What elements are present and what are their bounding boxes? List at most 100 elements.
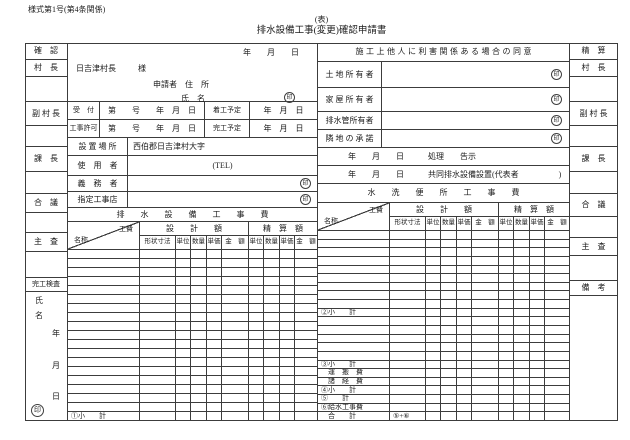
fee-table-cell xyxy=(514,326,530,335)
fee-table-cell xyxy=(472,351,499,361)
fee-table-cell xyxy=(140,331,176,340)
drainage-col-price2: 単価 xyxy=(280,236,295,250)
fee-table-cell xyxy=(426,248,441,257)
fee-table-cell xyxy=(222,385,249,394)
fee-table-cell xyxy=(472,369,499,378)
fee-table-cell xyxy=(499,231,514,240)
fee-table-cell xyxy=(318,248,390,257)
approval-left-deputy-stamp-box xyxy=(25,126,68,147)
fee-table-cell xyxy=(499,386,514,396)
fee-table-cell xyxy=(472,282,499,292)
fee-table-cell xyxy=(545,231,570,240)
fee-table-cell xyxy=(140,277,176,286)
fee-table-cell xyxy=(472,343,499,352)
fee-table-cell xyxy=(280,277,295,286)
fee-table-cell xyxy=(514,351,530,361)
fee-table-cell xyxy=(457,265,472,275)
fee-table-cell: ①小 計 xyxy=(68,412,140,421)
fee-table-cell xyxy=(514,239,530,249)
toilet-col-unit: 単位 xyxy=(426,217,441,231)
fee-table-cell xyxy=(514,403,530,413)
fee-table-cell xyxy=(390,248,426,257)
fee-table-cell xyxy=(457,274,472,283)
house-owner-label: 家 屋 所 有 者 xyxy=(318,88,382,112)
fee-table-cell xyxy=(222,295,249,304)
fee-table-cell xyxy=(318,265,390,275)
fee-table-cell xyxy=(295,403,318,412)
fee-table-cell xyxy=(545,317,570,326)
fee-table-cell xyxy=(545,395,570,404)
approval-left-header: 確 認 xyxy=(25,43,68,60)
applicant-name-line: 氏 名 xyxy=(181,94,205,103)
fee-table-cell xyxy=(295,367,318,376)
fee-table-cell xyxy=(280,259,295,268)
fee-table-cell xyxy=(545,369,570,378)
fee-table-cell xyxy=(441,326,457,335)
approval-left-examiner-stamp-box xyxy=(25,252,68,278)
fee-table-cell xyxy=(499,300,514,309)
obligor-field: 印 xyxy=(128,176,318,192)
fee-table-cell xyxy=(472,265,499,275)
fee-table-cell xyxy=(191,259,207,268)
approval-left-chief-stamp-box xyxy=(25,172,68,194)
fee-table-cell xyxy=(499,360,514,370)
fee-table-cell xyxy=(457,231,472,240)
fee-table-cell xyxy=(441,248,457,257)
approval-right-chief-stamp-box xyxy=(570,172,618,194)
fee-table-cell xyxy=(176,295,191,304)
fee-table-cell xyxy=(249,304,264,313)
fee-table-cell xyxy=(457,308,472,318)
fee-table-cell xyxy=(140,304,176,313)
fee-table-cell xyxy=(530,369,545,378)
fee-table-cell xyxy=(264,286,280,295)
house-owner-seal-icon: 印 xyxy=(551,94,562,105)
fee-table-cell xyxy=(68,250,140,259)
fee-table-cell xyxy=(426,326,441,335)
fee-table-cell xyxy=(264,412,280,421)
fee-table-cell xyxy=(426,412,441,421)
fee-table-cell xyxy=(390,239,426,249)
fee-table-cell xyxy=(318,282,390,292)
fee-table-cell xyxy=(530,256,545,266)
fee-table-cell xyxy=(514,369,530,378)
start-schedule-label: 着工予定 xyxy=(205,102,250,120)
fee-table-cell xyxy=(390,386,426,396)
fee-table-cell xyxy=(514,360,530,370)
corner-name-label: 名称 xyxy=(324,217,338,225)
fee-table-cell xyxy=(176,349,191,358)
fee-table-cell xyxy=(249,331,264,340)
fee-table-cell xyxy=(68,259,140,268)
fee-table-cell xyxy=(472,403,499,413)
fee-table-cell xyxy=(249,385,264,394)
fee-table-cell xyxy=(441,274,457,283)
fee-table-cell xyxy=(176,277,191,286)
fee-table-cell xyxy=(390,369,426,378)
fee-table-cell xyxy=(545,256,570,266)
fee-table-cell xyxy=(545,386,570,396)
fee-table-cell xyxy=(295,304,318,313)
fee-table-cell xyxy=(426,403,441,413)
fee-table-cell xyxy=(295,358,318,367)
fee-table-cell xyxy=(545,265,570,275)
fee-table-cell xyxy=(514,343,530,352)
fee-table-cell xyxy=(222,250,249,259)
fee-table-cell xyxy=(68,331,140,340)
fee-table-cell xyxy=(457,403,472,413)
fee-table-cell xyxy=(390,360,426,370)
joint-drainage-row: 年 月 日 共同排水設備設置(代表者 ) xyxy=(318,166,570,184)
fee-table-cell xyxy=(140,313,176,322)
fee-table-cell xyxy=(280,349,295,358)
fee-table-cell xyxy=(472,386,499,396)
fee-table-cell xyxy=(280,250,295,259)
fee-table-cell xyxy=(441,334,457,344)
approval-right-section-chief: 課 長 xyxy=(570,147,618,172)
fee-table-cell xyxy=(514,377,530,387)
fee-table-cell xyxy=(207,349,222,358)
fee-table-cell xyxy=(68,322,140,331)
fee-table-cell xyxy=(441,317,457,326)
fee-table-cell xyxy=(457,395,472,404)
fee-table-cell xyxy=(499,343,514,352)
fee-table-cell xyxy=(441,239,457,249)
fee-table-cell xyxy=(295,394,318,403)
fee-table-cell xyxy=(176,403,191,412)
